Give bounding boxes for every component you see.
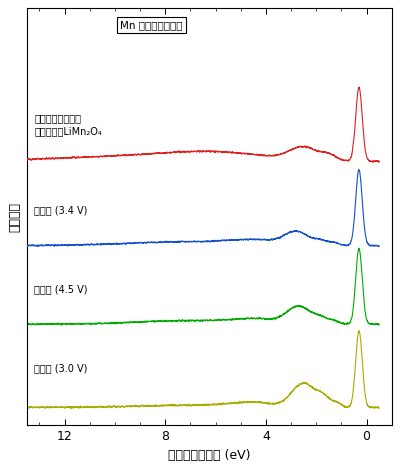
Text: 放電時 (3.0 V): 放電時 (3.0 V) <box>34 364 88 374</box>
Text: 充電時 (4.5 V): 充電時 (4.5 V) <box>34 284 88 294</box>
X-axis label: エネルギー損失 (eV): エネルギー損失 (eV) <box>168 449 250 462</box>
Text: 電解液に洸す前の
初期状態のLiMn₂O₄: 電解液に洸す前の 初期状態のLiMn₂O₄ <box>34 113 102 136</box>
Y-axis label: 発光強度: 発光強度 <box>8 202 21 232</box>
Text: Mn 発光スペクトル: Mn 発光スペクトル <box>120 20 182 30</box>
Text: 充電前 (3.4 V): 充電前 (3.4 V) <box>34 205 88 216</box>
